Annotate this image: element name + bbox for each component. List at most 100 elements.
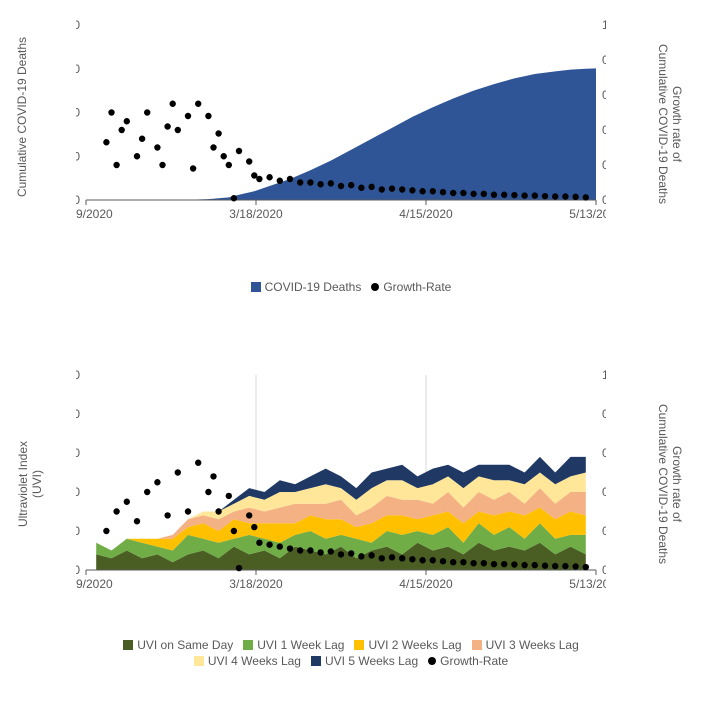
svg-text:1: 1 (602, 370, 606, 382)
legend-item: COVID-19 Deaths (251, 280, 362, 294)
legend-top: COVID-19 Deaths Growth-Rate (0, 278, 702, 294)
svg-text:30: 30 (76, 446, 80, 460)
svg-text:0.8: 0.8 (602, 53, 606, 67)
growth-rate-point (287, 545, 293, 551)
growth-rate-point (572, 563, 578, 569)
growth-rate-point (266, 174, 272, 180)
growth-rate-point (221, 153, 227, 159)
growth-rate-point (419, 188, 425, 194)
growth-rate-point (481, 560, 487, 566)
legend-bot: UVI on Same DayUVI 1 Week LagUVI 2 Weeks… (0, 636, 702, 668)
svg-text:1: 1 (602, 20, 606, 32)
growth-rate-point (328, 180, 334, 186)
growth-rate-point (511, 192, 517, 198)
growth-rate-point (124, 499, 130, 505)
svg-text:40: 40 (76, 407, 80, 421)
growth-rate-point (113, 162, 119, 168)
growth-rate-point (368, 552, 374, 558)
legend-item: UVI 1 Week Lag (243, 638, 344, 652)
growth-rate-point (236, 148, 242, 154)
chart-bot: 0102030405000.20.40.60.812/19/20203/18/2… (76, 370, 606, 610)
growth-rate-point (501, 192, 507, 198)
svg-text:0.6: 0.6 (602, 88, 606, 102)
legend-item: UVI on Same Day (123, 638, 233, 652)
y1-axis-label-bot: Ultraviolet Index (UVI) (16, 404, 44, 564)
growth-rate-point (164, 123, 170, 129)
growth-rate-point (358, 553, 364, 559)
growth-rate-point (379, 555, 385, 561)
growth-rate-point (572, 194, 578, 200)
growth-rate-point (144, 489, 150, 495)
growth-rate-point (185, 508, 191, 514)
svg-text:3/18/2020: 3/18/2020 (229, 207, 283, 221)
growth-rate-point (266, 541, 272, 547)
growth-rate-point (307, 179, 313, 185)
growth-rate-point (190, 165, 196, 171)
growth-rate-point (521, 562, 527, 568)
svg-text:0.8: 0.8 (602, 407, 606, 421)
svg-text:0: 0 (76, 563, 80, 577)
svg-text:20000: 20000 (76, 106, 80, 120)
svg-text:0.4: 0.4 (602, 485, 606, 499)
legend-item: Growth-Rate (371, 280, 451, 294)
growth-rate-point (470, 191, 476, 197)
growth-rate-point (379, 186, 385, 192)
growth-rate-point (399, 186, 405, 192)
growth-rate-point (338, 183, 344, 189)
growth-rate-point (256, 540, 262, 546)
growth-rate-point (450, 559, 456, 565)
growth-rate-point (231, 528, 237, 534)
growth-rate-point (277, 178, 283, 184)
growth-rate-point (440, 558, 446, 564)
growth-rate-point (450, 190, 456, 196)
svg-text:0: 0 (602, 563, 606, 577)
growth-rate-point (501, 561, 507, 567)
growth-rate-point (195, 101, 201, 107)
growth-rate-point (205, 489, 211, 495)
svg-text:20: 20 (76, 485, 80, 499)
growth-rate-point (236, 565, 242, 571)
growth-rate-point (409, 187, 415, 193)
growth-rate-point (175, 469, 181, 475)
growth-rate-point (511, 561, 517, 567)
growth-rate-point (119, 127, 125, 133)
deaths-area (86, 68, 596, 200)
growth-rate-point (532, 192, 538, 198)
svg-text:30000: 30000 (76, 62, 80, 76)
growth-rate-point (348, 182, 354, 188)
growth-rate-point (419, 557, 425, 563)
y2-axis-label-bot: Growth rate of Cumulative COVID-19 Death… (656, 374, 684, 594)
growth-rate-point (113, 508, 119, 514)
legend-item: UVI 4 Weeks Lag (194, 654, 301, 668)
growth-rate-point (491, 192, 497, 198)
svg-text:0: 0 (602, 193, 606, 207)
svg-text:2/19/2020: 2/19/2020 (76, 207, 113, 221)
growth-rate-point (542, 563, 548, 569)
growth-rate-point (542, 193, 548, 199)
svg-text:40000: 40000 (76, 20, 80, 32)
svg-text:0.6: 0.6 (602, 446, 606, 460)
growth-rate-point (460, 559, 466, 565)
growth-rate-point (348, 550, 354, 556)
growth-rate-point (103, 528, 109, 534)
growth-rate-point (154, 479, 160, 485)
svg-text:0.2: 0.2 (602, 158, 606, 172)
growth-rate-point (562, 193, 568, 199)
growth-rate-point (134, 153, 140, 159)
growth-rate-point (246, 512, 252, 518)
growth-rate-point (481, 191, 487, 197)
growth-rate-point (317, 549, 323, 555)
y1-axis-label-top: Cumulative COVID-19 Deaths (15, 17, 29, 217)
growth-rate-point (440, 189, 446, 195)
svg-text:0.4: 0.4 (602, 123, 606, 137)
legend-item: UVI 5 Weeks Lag (311, 654, 418, 668)
growth-rate-point (491, 561, 497, 567)
svg-text:4/15/2020: 4/15/2020 (399, 207, 453, 221)
growth-rate-point (251, 524, 257, 530)
y2-axis-label-top: Growth rate of Cumulative COVID-19 Death… (656, 14, 684, 234)
legend-item: UVI 3 Weeks Lag (472, 638, 579, 652)
growth-rate-point (389, 554, 395, 560)
svg-text:0: 0 (76, 193, 80, 207)
growth-rate-point (256, 176, 262, 182)
svg-text:2/19/2020: 2/19/2020 (76, 577, 113, 591)
